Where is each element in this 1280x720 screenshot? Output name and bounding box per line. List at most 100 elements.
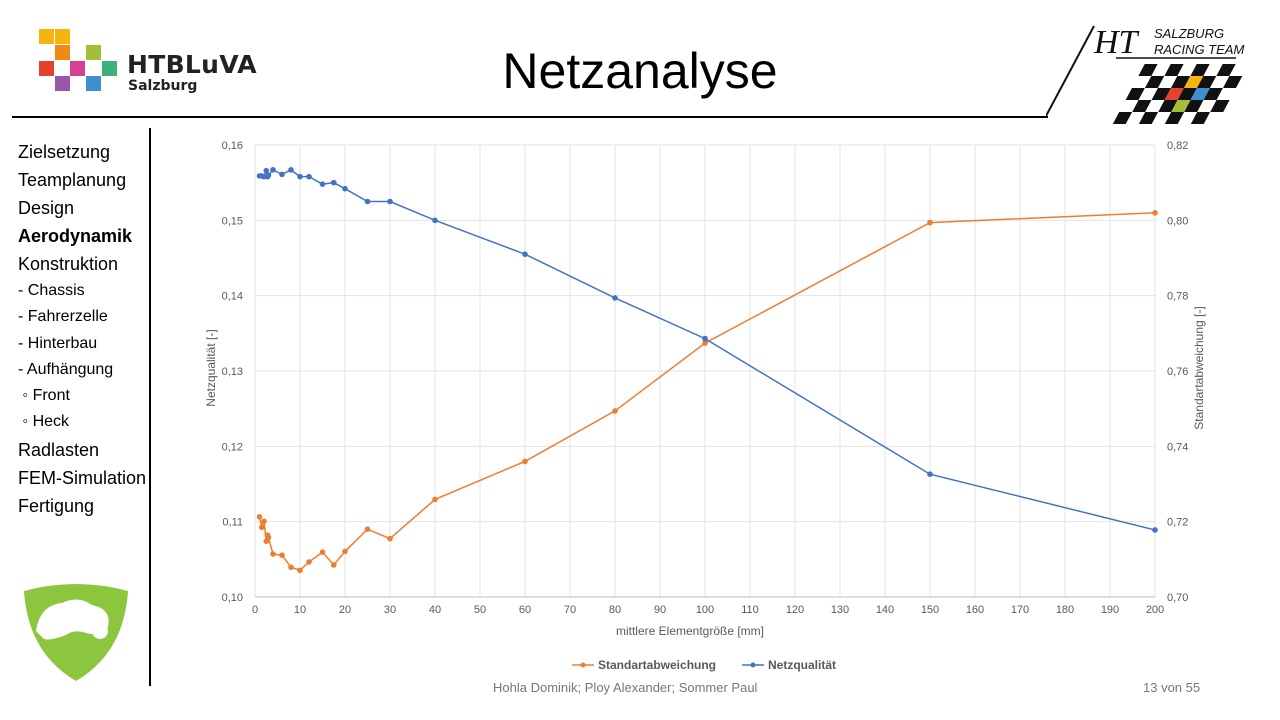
x-tick-label: 190 [1101, 604, 1119, 616]
checkered-flag-icon [1046, 25, 1246, 124]
legend-dot-netzqualitaet [750, 662, 756, 668]
flag-cell [1157, 76, 1178, 88]
flag-cell [1138, 64, 1158, 76]
flag-cell [1190, 88, 1210, 100]
y-right-tick-label: 0,70 [1167, 592, 1188, 604]
nav-item-radlasten[interactable]: Radlasten [18, 439, 100, 460]
y-right-tick-label: 0,74 [1167, 441, 1188, 453]
y-left-tick-label: 0,14 [222, 291, 243, 303]
nav-item-heck[interactable]: ◦ Heck [18, 413, 70, 431]
data-point-netzqualitaet [270, 167, 276, 173]
logo-square [55, 29, 70, 44]
logo-square [86, 76, 101, 91]
x-tick-label: 20 [339, 604, 351, 616]
x-tick-label: 160 [966, 604, 984, 616]
data-point-standartabweichung [702, 340, 708, 346]
data-point-netzqualitaet [288, 167, 294, 173]
data-point-netzqualitaet [432, 217, 438, 224]
x-tick-label: 90 [654, 604, 666, 616]
data-point-standartabweichung [256, 513, 263, 520]
data-point-standartabweichung [306, 559, 312, 565]
legend-label-netzqualitaet: Netzqualität [768, 658, 836, 672]
series-line-netzqualitaet [259, 167, 1156, 531]
flag-cell [1158, 100, 1178, 112]
data-point-standartabweichung [279, 552, 285, 558]
x-tick-label: 60 [519, 604, 531, 616]
data-point-netzqualitaet [522, 251, 528, 258]
flag-cell [1190, 64, 1210, 76]
data-point-standartabweichung [319, 549, 326, 555]
sidebar-divider [149, 128, 151, 686]
logo-square [39, 61, 54, 76]
flag-cell [1138, 112, 1159, 124]
data-point-netzqualitaet [612, 295, 618, 301]
nav-item-fahrerzelle[interactable]: - Fahrerzelle [18, 308, 108, 326]
y-axis-label-left: Netzqualität [-] [204, 329, 218, 406]
data-point-standartabweichung [297, 567, 303, 574]
data-point-netzqualitaet [330, 179, 337, 186]
flag-cell [1119, 100, 1139, 112]
nav-item-hinterbau[interactable]: - Hinterbau [18, 334, 98, 352]
team-logo-mark: HT [1094, 24, 1138, 61]
header-divider [12, 116, 1048, 118]
x-tick-label: 10 [294, 604, 306, 616]
nav-item-konstruktion[interactable]: Konstruktion [18, 254, 119, 274]
y-axis-label-right: Standartabweichung [-] [1192, 306, 1206, 429]
y-left-tick-label: 0,16 [222, 140, 243, 152]
y-left-tick-label: 0,13 [222, 366, 243, 378]
flag-cell [1229, 64, 1246, 76]
nav-item-aufhaengung[interactable]: - Aufhängung [18, 360, 114, 378]
flag-cell [1177, 64, 1197, 76]
legend-dot-standartabweichung [580, 662, 586, 668]
nav-item-teamplanung[interactable]: Teamplanung [18, 170, 127, 190]
team-logo-line1: SALZBURG [1154, 26, 1225, 41]
data-point-standartabweichung [612, 408, 618, 414]
flag-cell [1222, 76, 1243, 88]
mesh-analysis-chart: 0 10 20 30 40 50 60 70 80 90 100 110 120 130 140 150 160… [204, 140, 1206, 672]
sidebar-nav: Zielsetzung Teamplanung Design Aerodynam… [18, 138, 148, 520]
nav-item-design[interactable]: Design [18, 198, 75, 218]
flag-cell [1132, 100, 1152, 112]
flag-cell [1203, 88, 1223, 100]
data-point-netzqualitaet [387, 198, 393, 205]
flag-cell [1145, 100, 1165, 112]
nav-item-fem-simulation[interactable]: FEM-Simulation [18, 467, 147, 488]
y-right-tick-label: 0,80 [1167, 215, 1188, 227]
x-tick-label: 150 [921, 604, 939, 616]
footer-authors: Hohla Dominik; Ploy Alexander; Sommer Pa… [493, 680, 758, 695]
flag-cell [1190, 112, 1211, 124]
flag-cell [1196, 76, 1217, 88]
data-point-netzqualitaet [265, 172, 272, 178]
flag-cell [1184, 100, 1204, 112]
y-right-tick-label: 0,76 [1167, 366, 1188, 378]
nav-item-aerodynamik[interactable]: Aerodynamik [18, 226, 133, 246]
y-left-tick-label: 0,15 [222, 215, 243, 227]
data-point-standartabweichung [265, 534, 272, 541]
logo-square [86, 45, 101, 60]
flag-cell [1209, 76, 1230, 88]
data-point-standartabweichung [330, 562, 337, 568]
data-point-netzqualitaet [364, 198, 371, 205]
x-tick-label: 50 [474, 604, 486, 616]
logo-square [55, 76, 70, 91]
x-tick-label: 80 [609, 604, 621, 616]
x-tick-label: 180 [1056, 604, 1074, 616]
flag-cell [1177, 88, 1197, 100]
chart-legend: Standartabweichung Netzqualität [572, 658, 836, 672]
x-tick-label: 110 [741, 604, 759, 616]
htbluva-logo: HTBLuVA Salzburg [36, 28, 257, 98]
nav-item-zielsetzung[interactable]: Zielsetzung [18, 142, 111, 162]
data-point-netzqualitaet [702, 335, 708, 342]
logo-square [70, 61, 85, 76]
x-tick-label: 30 [384, 604, 396, 616]
nav-item-fertigung[interactable]: Fertigung [18, 495, 95, 516]
data-point-netzqualitaet [297, 173, 303, 180]
y-right-tick-label: 0,78 [1167, 291, 1188, 303]
y-left-tick-label: 0,11 [222, 517, 243, 529]
logo-square [102, 61, 117, 76]
series-line-standartabweichung [258, 212, 1156, 572]
nav-item-chassis[interactable]: - Chassis [18, 282, 85, 299]
flag-cell [1203, 112, 1224, 124]
nav-item-front[interactable]: ◦ Front [18, 387, 70, 405]
data-point-netzqualitaet [319, 181, 326, 187]
